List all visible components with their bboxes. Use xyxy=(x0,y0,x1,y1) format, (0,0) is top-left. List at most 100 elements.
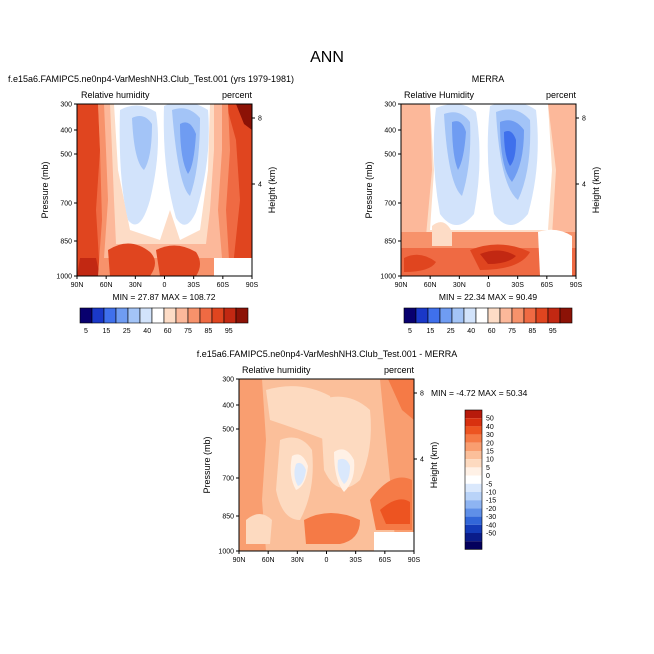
panel-diff-title: f.e15a6.FAMIPC5.ne0np4-VarMeshNH3.Club_T… xyxy=(197,349,457,359)
panel-model: f.e15a6.FAMIPC5.ne0np4-VarMeshNH3.Club_T… xyxy=(8,74,294,335)
colorbar-label: -20 xyxy=(486,506,496,513)
colorbar-swatch xyxy=(115,307,129,324)
colorbar-label: -10 xyxy=(486,490,496,497)
y-tick-label: 1000 xyxy=(218,549,234,556)
panel-merra-left-label: Relative Humidity xyxy=(404,90,475,100)
colorbar-label: 75 xyxy=(184,328,192,335)
colorbar-label: 0 xyxy=(486,473,490,480)
colorbar-swatch xyxy=(547,307,561,324)
x-tick-label: 60S xyxy=(217,282,230,289)
colorbar-swatch xyxy=(511,307,525,324)
panel-model-left-label: Relative humidity xyxy=(81,90,150,100)
colorbar-label: 50 xyxy=(486,416,494,423)
panel-diff-y2label: Height (km) xyxy=(429,442,439,489)
panel-diff-units: percent xyxy=(384,365,415,375)
colorbar-label: -40 xyxy=(486,522,496,529)
colorbar-swatch xyxy=(163,307,177,324)
panel-model-stats: MIN = 27.87 MAX = 108.72 xyxy=(112,292,215,302)
colorbar-swatch xyxy=(427,307,441,324)
panel-merra-units: percent xyxy=(546,90,577,100)
panel-diff: f.e15a6.FAMIPC5.ne0np4-VarMeshNH3.Club_T… xyxy=(197,349,528,564)
colorbar-label: 40 xyxy=(143,328,151,335)
x-tick-label: 90N xyxy=(233,557,246,564)
colorbar-label: 5 xyxy=(408,328,412,335)
colorbar-swatch xyxy=(465,426,482,435)
y2-tick-label: 4 xyxy=(582,182,586,189)
y-tick-label: 400 xyxy=(222,403,234,410)
y-tick-label: 700 xyxy=(60,201,72,208)
colorbar-label: 40 xyxy=(467,328,475,335)
y2-tick-label: 4 xyxy=(258,182,262,189)
panel-model-field xyxy=(77,104,252,276)
panel-model-y2label: Height (km) xyxy=(267,167,277,214)
colorbar-label: 85 xyxy=(205,328,213,335)
panel-merra-y2label: Height (km) xyxy=(591,167,601,214)
colorbar-label: 15 xyxy=(486,449,494,456)
colorbar-frame xyxy=(464,409,483,550)
colorbar-swatch xyxy=(235,307,249,324)
y-tick-label: 1000 xyxy=(56,274,72,281)
colorbar-label: 95 xyxy=(549,328,557,335)
figure-title: ANN xyxy=(310,49,344,66)
y-tick-label: 500 xyxy=(60,152,72,159)
y2-tick-label: 8 xyxy=(420,391,424,398)
colorbar-swatch xyxy=(139,307,153,324)
x-tick-label: 30S xyxy=(349,557,362,564)
panel-merra: MERRA Relative Humidity percent xyxy=(364,74,601,335)
colorbar-label: -15 xyxy=(486,498,496,505)
colorbar-swatch xyxy=(559,307,573,324)
y-tick-label: 850 xyxy=(222,514,234,521)
colorbar-swatch xyxy=(465,475,482,484)
x-tick-label: 90N xyxy=(395,282,408,289)
panel-diff-left-label: Relative humidity xyxy=(242,365,311,375)
colorbar-label: 15 xyxy=(427,328,435,335)
colorbar-label: 85 xyxy=(529,328,537,335)
colorbar-swatch xyxy=(535,307,549,324)
x-tick-label: 0 xyxy=(325,557,329,564)
colorbar-swatch xyxy=(415,307,429,324)
panel-model-title: f.e15a6.FAMIPC5.ne0np4-VarMeshNH3.Club_T… xyxy=(8,74,294,84)
panel-diff-ylabel: Pressure (mb) xyxy=(202,436,212,493)
y-tick-label: 850 xyxy=(384,239,396,246)
colorbar-label: -30 xyxy=(486,514,496,521)
colorbar-swatch xyxy=(465,410,482,419)
y2-tick-label: 4 xyxy=(420,457,424,464)
x-tick-label: 60S xyxy=(379,557,392,564)
colorbar-swatch xyxy=(439,307,453,324)
panel-merra-title: MERRA xyxy=(472,74,505,84)
panel-diff-axes: 90N 60N 30N 0 30S 60S 90S 300 400 500 700 850 1000 8 4 xyxy=(218,377,424,565)
y-tick-label: 300 xyxy=(60,102,72,109)
colorbar-swatch xyxy=(91,307,105,324)
y-tick-label: 400 xyxy=(60,128,72,135)
colorbar-swatch xyxy=(465,492,482,501)
colorbar-label: -5 xyxy=(486,481,492,488)
x-tick-label: 30S xyxy=(187,282,200,289)
panel-merra-axes: 90N 60N 30N 0 30S 60S 90S 300 400 500 700 850 1000 8 4 xyxy=(380,102,586,290)
colorbar-swatch xyxy=(465,442,482,451)
panel-merra-field xyxy=(401,104,576,276)
y2-tick-label: 8 xyxy=(582,116,586,123)
panel-diff-stats: MIN = -4.72 MAX = 50.34 xyxy=(431,388,528,398)
colorbar-label: 95 xyxy=(225,328,233,335)
colorbar-swatch xyxy=(499,307,513,324)
colorbar-label: 75 xyxy=(508,328,516,335)
colorbar-label: 20 xyxy=(486,440,494,447)
colorbar-label: 60 xyxy=(488,328,496,335)
x-tick-label: 30N xyxy=(453,282,466,289)
colorbar-swatch xyxy=(465,418,482,427)
colorbar-swatch xyxy=(199,307,213,324)
x-tick-label: 0 xyxy=(163,282,167,289)
colorbar-swatch xyxy=(103,307,117,324)
colorbar-swatch xyxy=(523,307,537,324)
colorbar-swatch xyxy=(223,307,237,324)
y-tick-label: 300 xyxy=(222,377,234,384)
x-tick-label: 30N xyxy=(129,282,142,289)
x-tick-label: 90S xyxy=(408,557,421,564)
colorbar-label: 10 xyxy=(486,457,494,464)
colorbar-swatch xyxy=(451,307,465,324)
colorbar-swatch xyxy=(465,467,482,476)
colorbar-label: 30 xyxy=(486,432,494,439)
panel-model-axes: 90N 60N 30N 0 30S 60S 90S 300 400 500 700 850 1000 8 4 xyxy=(56,102,262,290)
colorbar-swatch xyxy=(127,307,141,324)
